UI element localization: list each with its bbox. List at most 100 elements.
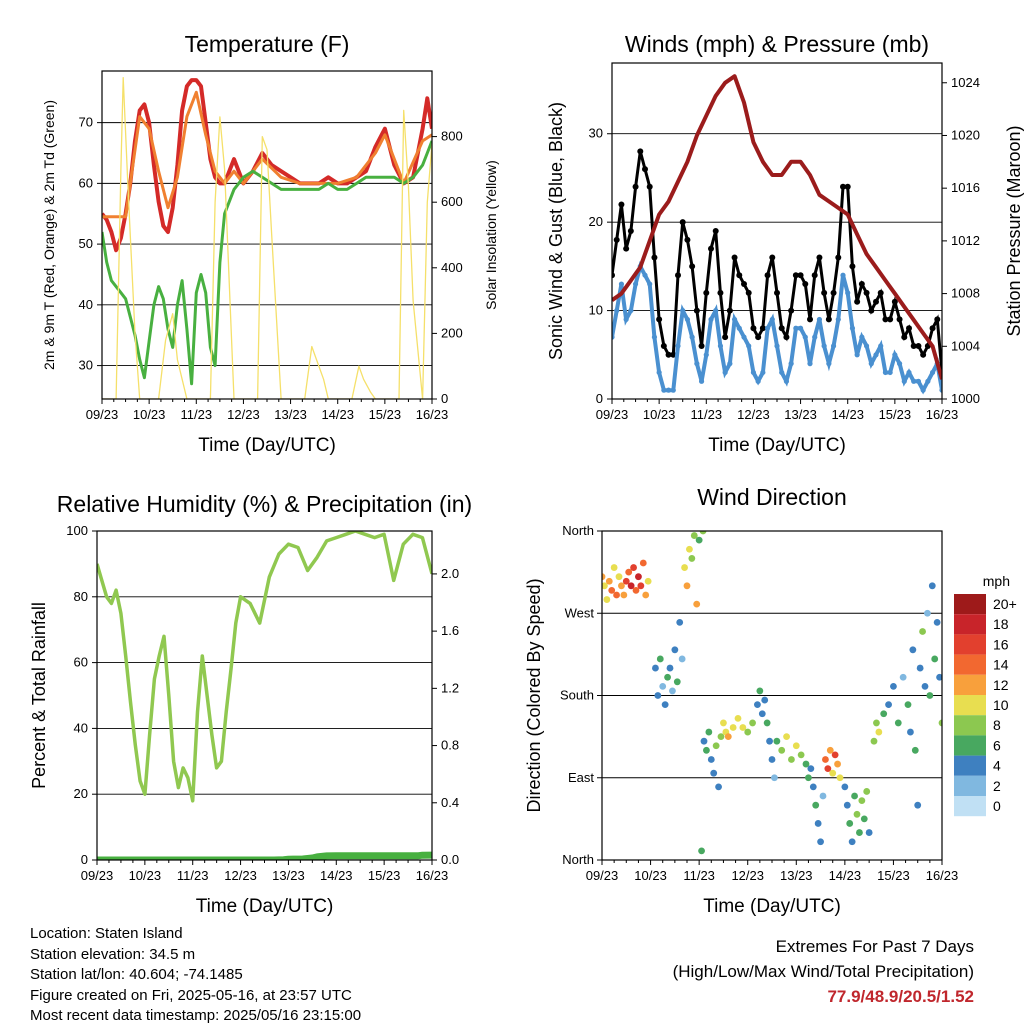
legend-label: 18 xyxy=(993,616,1009,632)
legend-swatch xyxy=(954,775,986,796)
direction-point xyxy=(608,587,616,594)
direction-point xyxy=(836,774,844,782)
y-tick-label: 0 xyxy=(81,852,88,867)
direction-point xyxy=(788,756,795,763)
direction-point xyxy=(890,682,897,690)
y2-tick-label: 1012 xyxy=(951,233,980,248)
direction-point xyxy=(669,687,676,695)
legend-label: 2 xyxy=(993,778,1001,794)
y2-tick-label: 1004 xyxy=(951,338,980,353)
direction-point xyxy=(756,687,764,695)
direction-point xyxy=(664,673,671,681)
direction-point xyxy=(870,737,878,745)
y-axis-label: Percent & Total Rainfall xyxy=(29,602,49,789)
direction-point xyxy=(843,801,851,809)
direction-point xyxy=(848,838,856,846)
y-tick-label: 70 xyxy=(79,115,93,130)
y2-tick-label: 0.0 xyxy=(441,852,459,867)
legend-swatch xyxy=(954,695,986,716)
x-axis-label: Time (Day/UTC) xyxy=(198,435,336,456)
direction-point xyxy=(766,737,773,745)
latlon-text: Station lat/lon: 40.604; -74.1485 xyxy=(30,966,243,983)
x-axis-label: Time (Day/UTC) xyxy=(196,896,334,917)
y-tick-label: 80 xyxy=(74,589,88,604)
y2-tick-label: 1016 xyxy=(951,180,980,195)
direction-point xyxy=(754,701,761,709)
direction-point xyxy=(717,733,725,741)
y-tick-label: 40 xyxy=(74,720,88,735)
y-tick-label: 20 xyxy=(74,786,88,801)
y-tick-label: 30 xyxy=(589,126,603,141)
location-text: Location: Staten Island xyxy=(30,925,183,942)
direction-point xyxy=(690,532,698,539)
rh-line xyxy=(97,531,432,803)
x-axis-label: Time (Day/UTC) xyxy=(703,896,841,917)
y-tick-label: 0 xyxy=(596,391,603,406)
legend-label: 20+ xyxy=(993,596,1017,612)
direction-point xyxy=(911,746,919,754)
x-tick-label: 10/23 xyxy=(643,407,676,422)
direction-point xyxy=(914,801,922,809)
y2-tick-label: 1024 xyxy=(951,75,980,90)
chart-title: Relative Humidity (%) & Precipitation (i… xyxy=(57,491,472,517)
direction-point xyxy=(778,746,786,754)
direction-point xyxy=(851,792,858,800)
x-axis-label: Time (Day/UTC) xyxy=(708,435,846,456)
y-tick-label: 40 xyxy=(79,297,93,312)
x-tick-label: 15/23 xyxy=(368,868,401,883)
y2-tick-label: 1.6 xyxy=(441,623,459,638)
x-tick-label: 11/23 xyxy=(177,868,209,883)
y-tick-label: 10 xyxy=(589,303,603,318)
direction-point xyxy=(602,582,608,590)
x-tick-label: 13/23 xyxy=(274,407,307,422)
direction-point xyxy=(856,829,863,836)
direction-point xyxy=(822,756,829,763)
y-tick-label: 100 xyxy=(66,523,88,538)
direction-point xyxy=(613,591,620,599)
direction-point xyxy=(703,746,710,754)
x-tick-label: 13/23 xyxy=(272,868,305,883)
legend-label: 14 xyxy=(993,657,1009,673)
direction-point xyxy=(865,829,873,836)
direction-point xyxy=(686,545,693,553)
x-tick-label: 09/23 xyxy=(596,407,629,422)
direction-point xyxy=(615,573,623,581)
direction-point xyxy=(688,555,696,562)
direction-point xyxy=(919,628,926,635)
direction-point xyxy=(802,760,810,768)
direction-point xyxy=(715,783,722,791)
direction-point xyxy=(814,820,822,827)
x-tick-label: 10/23 xyxy=(129,868,162,883)
direction-point xyxy=(622,577,630,585)
direction-point xyxy=(758,710,766,718)
direction-point xyxy=(875,728,883,736)
y2-tick-label: 1000 xyxy=(951,391,980,406)
y-tick-label: West xyxy=(565,605,595,620)
y2-tick-label: 800 xyxy=(441,129,463,144)
direction-point xyxy=(826,746,834,754)
direction-point xyxy=(829,769,837,777)
y-tick-label: 50 xyxy=(79,236,93,251)
y-tick-label: 30 xyxy=(79,358,93,373)
x-tick-label: 09/23 xyxy=(586,868,619,883)
y2-tick-label: 1020 xyxy=(951,127,980,142)
legend-label: 4 xyxy=(993,758,1001,774)
legend-label: 12 xyxy=(993,677,1009,693)
x-tick-label: 13/23 xyxy=(780,868,813,883)
direction-point xyxy=(659,682,667,690)
direction-point xyxy=(739,724,747,731)
y2-tick-label: 0 xyxy=(441,391,448,406)
legend-label: 0 xyxy=(993,798,1001,814)
direction-point xyxy=(749,719,756,727)
direction-point xyxy=(693,600,701,608)
x-tick-label: 12/23 xyxy=(737,407,770,422)
direction-point xyxy=(824,765,832,773)
x-tick-label: 16/23 xyxy=(416,868,449,883)
y2-tick-label: 400 xyxy=(441,260,463,275)
x-tick-label: 12/23 xyxy=(731,868,764,883)
direction-point xyxy=(676,618,684,626)
2m-td-line xyxy=(102,140,432,386)
direction-point xyxy=(926,692,934,699)
plot-frame xyxy=(601,530,943,861)
